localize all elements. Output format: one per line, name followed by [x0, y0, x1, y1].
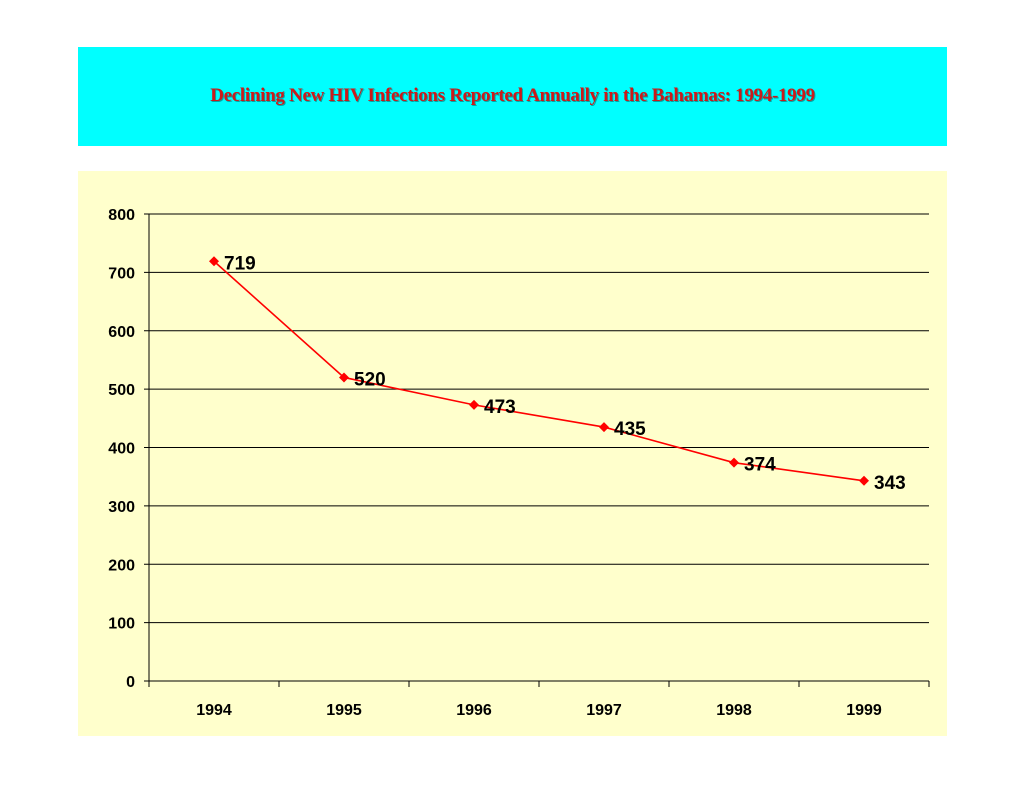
x-tick-label: 1997 [586, 702, 622, 719]
data-point-marker [599, 422, 609, 433]
y-tick-label: 700 [108, 265, 135, 282]
y-tick-label: 600 [108, 324, 135, 341]
y-tick-label: 300 [108, 499, 135, 516]
series-line [213, 260, 865, 482]
chart-panel: 0 100 200 300 400 500 600 700 800 1994 1995 1996 199… [78, 171, 947, 736]
y-tick-label: 800 [108, 207, 135, 224]
chart-title: Declining New HIV Infections Reported An… [210, 84, 815, 106]
y-tick-label: 500 [108, 382, 135, 399]
data-point-marker [859, 475, 869, 486]
data-label: 719 [224, 253, 256, 274]
data-point-marker [209, 256, 219, 267]
x-tick-label: 1995 [326, 702, 362, 719]
y-tick-label: 200 [108, 557, 135, 574]
data-label: 473 [484, 397, 516, 418]
data-point-marker [469, 399, 479, 410]
x-tick-label: 1994 [196, 702, 232, 719]
data-labels: 719 520 473 435 374 343 [224, 253, 906, 493]
line-chart: 0 100 200 300 400 500 600 700 800 1994 1995 1996 199… [108, 207, 930, 719]
title-banner: Declining New HIV Infections Reported An… [78, 47, 947, 146]
data-label: 435 [614, 419, 646, 440]
x-tick-label: 1996 [456, 702, 492, 719]
data-label: 520 [354, 369, 386, 390]
axes: 0 100 200 300 400 500 600 700 800 1994 1995 1996 199… [108, 207, 930, 719]
series [209, 256, 869, 486]
x-tick-label: 1999 [846, 702, 882, 719]
data-point-marker [339, 372, 349, 383]
y-tick-label: 0 [126, 674, 135, 691]
data-label: 343 [874, 473, 906, 494]
y-tick-label: 400 [108, 441, 135, 458]
data-point-marker [729, 457, 739, 468]
data-label: 374 [744, 455, 776, 476]
gridlines [149, 213, 929, 624]
y-tick-label: 100 [108, 616, 135, 633]
x-tick-label: 1998 [716, 702, 752, 719]
